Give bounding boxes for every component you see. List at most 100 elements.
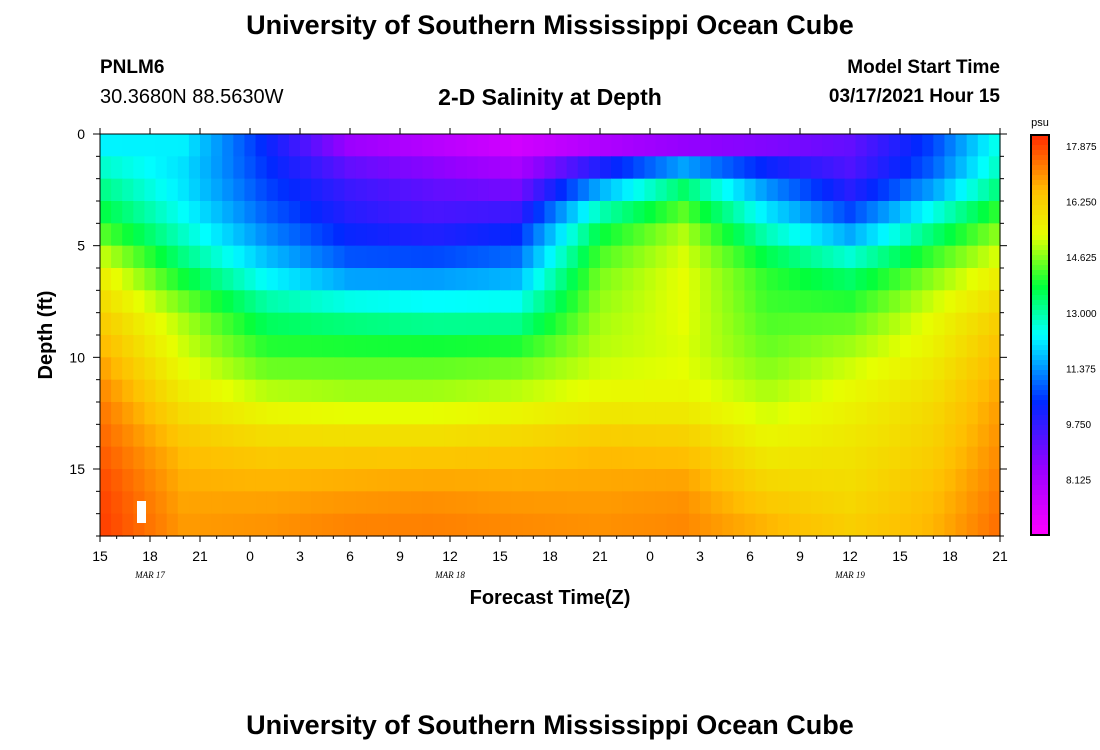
heatmap-cell (188, 402, 201, 425)
heatmap-cell (500, 223, 512, 247)
heatmap-cell (155, 402, 168, 425)
heatmap-cell (177, 290, 190, 314)
heatmap-cell (277, 469, 290, 492)
heatmap-cell (222, 446, 234, 470)
heatmap-cell (422, 335, 434, 358)
heatmap-cell (566, 312, 579, 336)
heatmap-cell (744, 134, 757, 157)
heatmap-cell (600, 424, 612, 448)
heatmap-cell (100, 424, 112, 448)
heatmap-cell (911, 156, 923, 180)
x-axis-label: Forecast Time(Z) (470, 587, 631, 609)
heatmap-cell (511, 223, 523, 247)
heatmap-cell (511, 402, 523, 425)
heatmap-cell (433, 268, 446, 291)
heatmap-cell (366, 491, 379, 515)
heatmap-cell (900, 379, 912, 403)
heatmap-cell (155, 469, 168, 492)
heatmap-cell (622, 134, 634, 157)
heatmap-cell (666, 245, 679, 269)
heatmap-cell (811, 134, 823, 157)
heatmap-cell (488, 156, 501, 180)
heatmap-cell (988, 156, 1001, 180)
heatmap-cell (677, 312, 690, 336)
colorbar-segment (1031, 265, 1049, 271)
heatmap-cell (177, 402, 190, 425)
colorbar-segment (1031, 240, 1049, 246)
heatmap-cell (588, 513, 601, 537)
heatmap-cell (822, 290, 834, 314)
heatmap-cell (266, 134, 279, 157)
heatmap-cell (922, 245, 934, 269)
heatmap-cell (700, 469, 712, 492)
heatmap-cell (800, 402, 812, 425)
colorbar-segment (1031, 525, 1049, 531)
heatmap-cell (900, 335, 912, 358)
heatmap-cell (655, 178, 668, 202)
heatmap-cell (755, 290, 768, 314)
heatmap-cell (555, 312, 568, 336)
heatmap-cell (200, 201, 212, 224)
heatmap-cell (355, 290, 368, 314)
heatmap-cell (466, 245, 479, 269)
heatmap-cell (288, 357, 301, 381)
heatmap-cell (933, 379, 946, 403)
x-tick-label: 21 (992, 548, 1008, 564)
heatmap-cell (455, 134, 468, 157)
heatmap-cell (822, 156, 834, 180)
heatmap-cell (266, 379, 279, 403)
heatmap-cell (277, 379, 290, 403)
heatmap-cell (722, 268, 734, 291)
heatmap-cell (144, 134, 157, 157)
heatmap-cell (500, 268, 512, 291)
heatmap-cell (966, 513, 979, 537)
heatmap-cell (955, 469, 968, 492)
heatmap-cell (822, 335, 834, 358)
heatmap-cell (622, 335, 634, 358)
heatmap-cell (211, 245, 223, 269)
heatmap-cell (144, 491, 157, 515)
heatmap-cell (355, 312, 368, 336)
heatmap-cell (522, 178, 534, 202)
heatmap-cell (733, 491, 746, 515)
heatmap-cell (711, 469, 723, 492)
heatmap-cell (444, 357, 457, 381)
colorbar-segment (1031, 315, 1049, 321)
heatmap-cell (911, 245, 923, 269)
heatmap-cell (711, 223, 723, 247)
colorbar-segment (1031, 310, 1049, 316)
heatmap-cell (233, 424, 246, 448)
heatmap-cell (355, 469, 368, 492)
heatmap-cell (344, 446, 357, 470)
heatmap-cell (211, 201, 223, 224)
heatmap-cell (411, 290, 423, 314)
heatmap-cell (300, 290, 312, 314)
heatmap-cell (500, 245, 512, 269)
heatmap-cell (855, 156, 868, 180)
heatmap-cell (677, 469, 690, 492)
heatmap-cell (911, 335, 923, 358)
heatmap-cell (988, 178, 1001, 202)
heatmap-cell (688, 469, 701, 492)
heatmap-cell (766, 357, 779, 381)
heatmap-cell (511, 178, 523, 202)
heatmap-cell (788, 424, 801, 448)
heatmap-cell (333, 491, 346, 515)
heatmap-cell (677, 513, 690, 537)
heatmap-cell (311, 424, 323, 448)
heatmap-cell (200, 268, 212, 291)
colorbar-segment (1031, 395, 1049, 401)
heatmap-cell (144, 290, 157, 314)
heatmap-cell (755, 491, 768, 515)
heatmap-cell (922, 402, 934, 425)
heatmap-cell (255, 424, 268, 448)
heatmap-cell (877, 424, 890, 448)
heatmap-cell (966, 156, 979, 180)
heatmap-cell (488, 469, 501, 492)
heatmap-cell (488, 268, 501, 291)
heatmap-cell (355, 402, 368, 425)
heatmap-cell (888, 245, 901, 269)
heatmap-cell (622, 290, 634, 314)
heatmap-cell (488, 335, 501, 358)
